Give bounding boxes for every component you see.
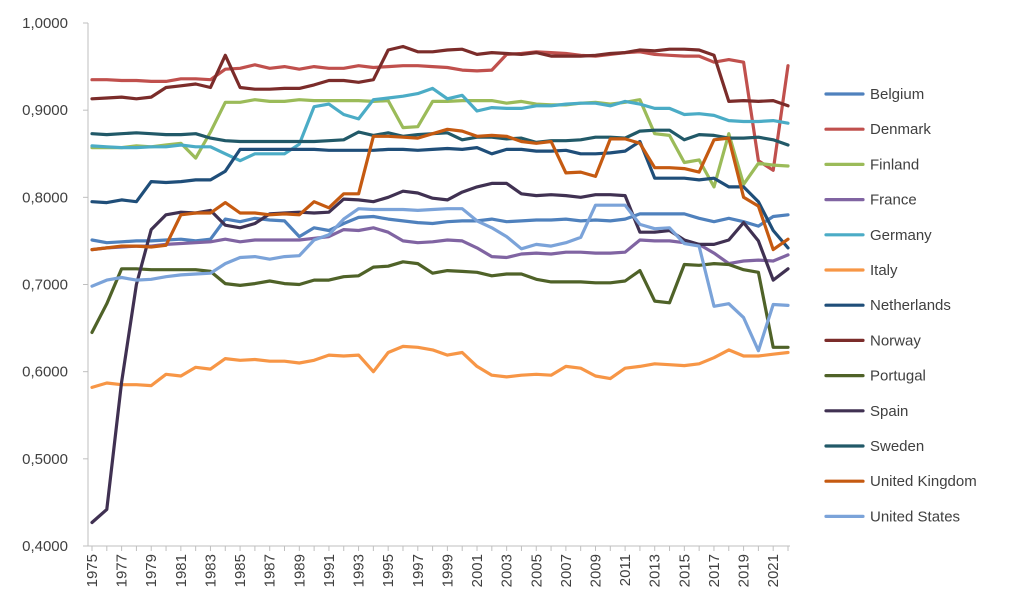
x-tick-label: 1975 bbox=[84, 554, 101, 587]
legend-item-portugal: Portugal bbox=[824, 368, 926, 385]
x-tick-label: 2001 bbox=[469, 554, 486, 587]
legend-label: Finland bbox=[870, 156, 919, 173]
y-tick-label: 0,6000 bbox=[22, 364, 68, 381]
x-tick-label: 1999 bbox=[439, 554, 456, 587]
legend-item-netherlands: Netherlands bbox=[824, 297, 951, 314]
x-tick-label: 1993 bbox=[351, 554, 368, 587]
series-line-portugal bbox=[90, 260, 790, 349]
legend-label: France bbox=[870, 192, 917, 209]
legend-item-germany: Germany bbox=[824, 227, 932, 244]
legend-item-france: France bbox=[824, 192, 917, 209]
legend-item-sweden: Sweden bbox=[824, 438, 924, 455]
series-line-denmark bbox=[90, 50, 790, 172]
legend-label: Italy bbox=[870, 262, 898, 279]
x-tick-label: 1979 bbox=[143, 554, 160, 587]
x-tick-label: 1991 bbox=[321, 554, 338, 587]
series-line-norway bbox=[90, 44, 790, 108]
series-lines bbox=[90, 44, 790, 525]
x-tick-label: 1987 bbox=[262, 554, 279, 587]
x-tick-label: 1985 bbox=[232, 554, 249, 587]
y-tick-label: 0,4000 bbox=[22, 538, 68, 555]
y-tick-label: 0,8000 bbox=[22, 189, 68, 206]
x-tick-label: 1989 bbox=[291, 554, 308, 587]
legend-label: Netherlands bbox=[870, 297, 951, 314]
series-line-netherlands bbox=[90, 139, 790, 250]
series-line-italy bbox=[90, 344, 790, 389]
legend-label: Norway bbox=[870, 332, 921, 349]
y-tick-label: 0,7000 bbox=[22, 277, 68, 294]
legend-item-finland: Finland bbox=[824, 156, 919, 173]
legend-item-united-states: United States bbox=[824, 508, 960, 525]
x-tick-label: 2019 bbox=[736, 554, 753, 587]
legend-label: United States bbox=[870, 508, 960, 525]
legend-item-united-kingdom: United Kingdom bbox=[824, 473, 977, 490]
x-tick-label: 2011 bbox=[617, 554, 634, 586]
x-tick-label: 2007 bbox=[558, 554, 575, 587]
x-tick-label: 2005 bbox=[528, 554, 545, 587]
series-line-united-states bbox=[90, 203, 790, 353]
series-line-germany bbox=[90, 86, 790, 163]
legend: Belgium Denmark Finland France Germany Italy N… bbox=[824, 86, 977, 525]
x-tick-label: 2013 bbox=[647, 554, 664, 587]
x-tick-label: 1981 bbox=[173, 554, 190, 587]
x-tick-label: 2003 bbox=[499, 554, 516, 587]
series-line-france bbox=[90, 226, 790, 266]
axes: 0,4000 0,5000 0,6000 0,7000 0,8000 0,9000 1,00… bbox=[22, 15, 790, 587]
series-line-belgium bbox=[90, 212, 790, 245]
x-tick-label: 1977 bbox=[114, 554, 131, 587]
legend-label: Belgium bbox=[870, 86, 924, 103]
x-tick-label: 1983 bbox=[202, 554, 219, 587]
legend-item-spain: Spain bbox=[824, 403, 908, 420]
series-line-united-kingdom bbox=[90, 127, 790, 252]
legend-item-denmark: Denmark bbox=[824, 121, 931, 138]
x-tick-label: 1995 bbox=[380, 554, 397, 587]
legend-label: United Kingdom bbox=[870, 473, 977, 490]
legend-label: Denmark bbox=[870, 121, 931, 138]
legend-item-italy: Italy bbox=[824, 262, 898, 279]
legend-item-belgium: Belgium bbox=[824, 86, 924, 103]
legend-label: Portugal bbox=[870, 368, 926, 385]
y-tick-label: 0,5000 bbox=[22, 451, 68, 468]
y-tick-label: 1,0000 bbox=[22, 15, 68, 32]
x-tick-label: 2015 bbox=[676, 554, 693, 587]
legend-label: Sweden bbox=[870, 438, 924, 455]
x-tick-label: 2017 bbox=[706, 554, 723, 587]
x-tick-label: 2021 bbox=[765, 554, 782, 587]
legend-item-norway: Norway bbox=[824, 332, 921, 349]
legend-label: Germany bbox=[870, 227, 932, 244]
series-line-sweden bbox=[90, 128, 790, 147]
x-tick-label: 2009 bbox=[587, 554, 604, 587]
y-tick-label: 0,9000 bbox=[22, 102, 68, 119]
x-tick-label: 1997 bbox=[410, 554, 427, 587]
legend-label: Spain bbox=[870, 403, 908, 420]
